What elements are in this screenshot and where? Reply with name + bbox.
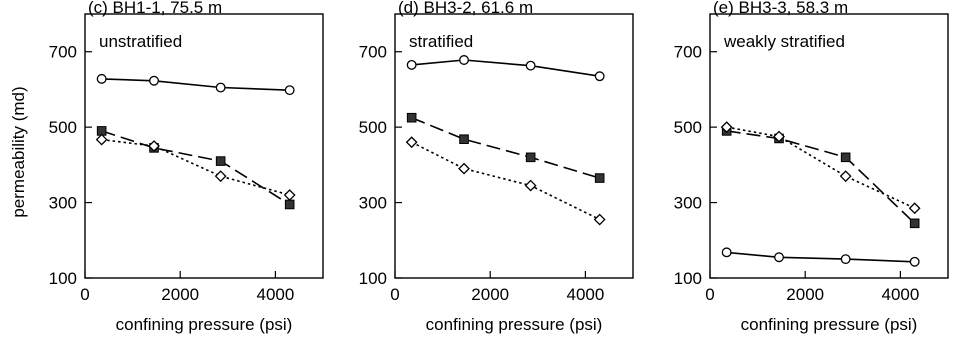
plot-frame: [709, 13, 949, 279]
series-line-square-filled: [726, 130, 916, 224]
panel-annotation: unstratified: [99, 32, 182, 51]
data-point-circle: [149, 75, 159, 86]
plot-frame: [394, 13, 634, 279]
data-point-diamond: [593, 213, 606, 226]
y-tick-label: 100: [359, 269, 387, 288]
plot-frame: [84, 13, 324, 279]
data-point-circle: [96, 73, 107, 84]
data-point-circle: [284, 85, 295, 96]
x-tick-label: 0: [80, 285, 89, 304]
y-tick-label: 700: [49, 43, 77, 62]
x-axis-label: confining pressure (psi): [116, 315, 293, 334]
data-point-circle: [721, 247, 732, 258]
y-tick-label: 100: [674, 269, 702, 288]
y-tick-label: 500: [359, 118, 387, 137]
data-point-diamond: [773, 130, 785, 143]
data-point-circle: [459, 55, 469, 65]
x-tick-label: 4000: [256, 285, 294, 304]
data-point-diamond: [95, 133, 108, 146]
y-tick-label: 100: [49, 269, 77, 288]
data-point-circle: [774, 252, 784, 263]
data-point-circle: [840, 254, 851, 265]
y-tick-label: 500: [49, 118, 77, 137]
x-tick-label: 0: [705, 285, 714, 304]
data-point-circle: [215, 82, 226, 93]
data-point-square: [284, 199, 295, 210]
data-point-square: [594, 173, 605, 183]
x-tick-label: 0: [390, 285, 399, 304]
data-point-diamond: [908, 202, 921, 215]
x-axis-label: confining pressure (psi): [426, 315, 603, 334]
data-point-square: [840, 152, 851, 163]
series-line-diamond-open: [726, 126, 916, 209]
panel-title: (d) BH3-2, 61.6 m: [398, 0, 533, 17]
x-tick-label: 2000: [786, 285, 824, 304]
x-tick-label: 2000: [161, 285, 199, 304]
data-point-circle: [909, 256, 920, 267]
x-axis-label: confining pressure (psi): [741, 315, 918, 334]
data-point-diamond: [458, 162, 470, 175]
data-point-square: [406, 112, 417, 123]
data-point-square: [525, 152, 536, 163]
y-tick-label: 300: [359, 194, 387, 213]
data-point-diamond: [405, 136, 418, 149]
y-tick-label: 700: [674, 43, 702, 62]
data-point-diamond: [283, 189, 296, 201]
series-line-circle-open: [101, 78, 290, 91]
panel-annotation: weakly stratified: [723, 32, 845, 51]
x-tick-label: 4000: [881, 285, 919, 304]
series-line-square-filled: [101, 130, 291, 206]
y-tick-label: 300: [674, 194, 702, 213]
data-point-circle: [406, 59, 417, 70]
chart-panel-3: (e) BH3-3, 58.3 m weakly stratified 100 300…: [674, 0, 949, 334]
chart-panel-2: (d) BH3-2, 61.6 m stratified 100 300 500 700 0…: [359, 0, 634, 334]
panel-title: (e) BH3-3, 58.3 m: [713, 0, 848, 17]
chart-panel-1: (c) BH1-1, 75.5 m unstratified 100 300 500 70…: [49, 0, 324, 334]
panel-title: (c) BH1-1, 75.5 m: [88, 0, 222, 17]
series-line-diamond-open: [101, 138, 290, 196]
data-point-square: [215, 156, 226, 166]
y-tick-label: 700: [359, 43, 387, 62]
data-point-diamond: [720, 121, 733, 134]
data-point-diamond: [524, 179, 537, 192]
data-point-square: [909, 218, 920, 229]
y-axis-label: permeability (md): [9, 86, 28, 217]
x-tick-label: 2000: [471, 285, 509, 304]
data-point-square: [459, 134, 469, 145]
x-tick-label: 4000: [566, 285, 604, 304]
y-tick-label: 500: [674, 118, 702, 137]
y-tick-label: 300: [49, 194, 77, 213]
data-point-diamond: [839, 170, 852, 183]
series-line-circle-open: [726, 251, 915, 263]
series-line-circle-open: [411, 59, 600, 77]
data-point-diamond: [214, 170, 227, 183]
data-point-circle: [594, 71, 605, 82]
series-line-square-filled: [411, 116, 600, 179]
panel-annotation: stratified: [409, 32, 473, 51]
series-line-diamond-open: [411, 141, 601, 221]
data-point-circle: [525, 60, 536, 71]
data-point-diamond: [148, 140, 160, 152]
